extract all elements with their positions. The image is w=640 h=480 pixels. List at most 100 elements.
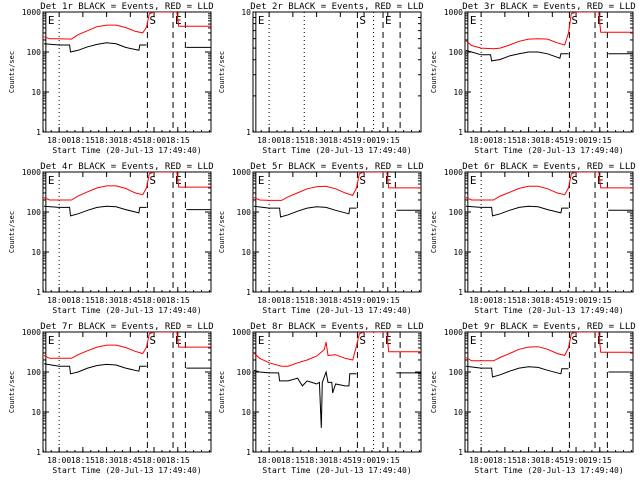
y-tick-label: 1000 — [444, 328, 463, 337]
x-tick-label: 18:00 — [142, 136, 166, 145]
y-tick-label: 100 — [449, 48, 464, 57]
marker-label: E — [597, 14, 604, 27]
x-axis-label: Start Time (20-Jul-13 17:49:40) — [262, 146, 411, 155]
y-tick-label: 100 — [27, 48, 42, 57]
x-tick-label: 18:15 — [71, 456, 95, 465]
x-axis-label: Start Time (20-Jul-13 17:49:40) — [52, 146, 201, 155]
y-tick-label: 100 — [449, 368, 464, 377]
panel-det2r: Det 2r BLACK = Events, RED = LLD 1 10 Count… — [218, 2, 424, 155]
x-tick-label: 18:15 — [166, 296, 190, 305]
x-tick-label: 18:30 — [305, 296, 329, 305]
x-tick-label: 18:30 — [95, 456, 119, 465]
marker-label: E — [470, 334, 477, 347]
x-tick-label: 18:00 — [257, 136, 281, 145]
x-tick-label: 18:45 — [540, 136, 564, 145]
y-axis-label: Counts/sec — [430, 371, 438, 413]
series-line-events — [465, 365, 569, 378]
y-tick-label: 100 — [27, 208, 42, 217]
x-tick-label: 18:15 — [281, 296, 305, 305]
marker-label: E — [48, 334, 55, 347]
marker-label: E — [48, 174, 55, 187]
y-tick-label: 1000 — [232, 168, 251, 177]
x-tick-label: 18:45 — [118, 456, 142, 465]
y-tick-label: 100 — [237, 368, 252, 377]
x-tick-label: 18:30 — [517, 136, 541, 145]
y-tick-label: 100 — [27, 368, 42, 377]
series-line-lld — [43, 332, 211, 359]
series-line-lld — [253, 172, 421, 201]
panel-det7r: Det 7r BLACK = Events, RED = LLD 1 10 100 10… — [8, 322, 214, 475]
x-tick-label: 18:15 — [71, 296, 95, 305]
x-tick-label: 18:30 — [305, 456, 329, 465]
y-tick-label: 1 — [246, 448, 251, 457]
y-tick-label: 10 — [31, 248, 41, 257]
panel-det1r: Det 1r BLACK = Events, RED = LLD 1 10 100 10… — [8, 2, 214, 155]
y-tick-label: 1 — [36, 128, 41, 137]
x-tick-label: 18:45 — [118, 296, 142, 305]
x-tick-label: 18:00 — [257, 456, 281, 465]
y-tick-label: 10 — [453, 408, 463, 417]
plot-frame — [252, 171, 422, 293]
x-tick-label: 19:15 — [588, 136, 612, 145]
y-tick-label: 1000 — [444, 168, 463, 177]
panel-det4r: Det 4r BLACK = Events, RED = LLD 1 10 100 10… — [8, 162, 214, 315]
x-tick-label: 18:30 — [95, 296, 119, 305]
plot-frame — [42, 171, 212, 293]
series-line-lld — [43, 172, 211, 201]
marker-label: S — [359, 174, 366, 187]
y-axis-label: Counts/sec — [430, 211, 438, 253]
x-tick-label: 18:00 — [469, 136, 493, 145]
x-axis-label: Start Time (20-Jul-13 17:49:40) — [52, 466, 201, 475]
panel-title: Det 8r BLACK = Events, RED = LLD — [250, 322, 423, 332]
x-tick-label: 18:15 — [281, 136, 305, 145]
marker-label: S — [359, 14, 366, 27]
x-tick-label: 19:00 — [564, 456, 588, 465]
y-axis-label: Counts/sec — [218, 371, 226, 413]
panel-det8r: Det 8r BLACK = Events, RED = LLD 1 10 100 10… — [218, 322, 424, 475]
panel-title: Det 7r BLACK = Events, RED = LLD — [40, 322, 213, 332]
y-tick-label: 1 — [246, 128, 251, 137]
panel-det6r: Det 6r BLACK = Events, RED = LLD 1 10 100 10… — [430, 162, 636, 315]
marker-label: E — [470, 174, 477, 187]
marker-label: E — [258, 334, 265, 347]
x-tick-label: 18:45 — [328, 296, 352, 305]
marker-label: E — [385, 174, 392, 187]
x-tick-label: 18:45 — [328, 136, 352, 145]
y-tick-label: 10 — [453, 88, 463, 97]
marker-label: E — [385, 334, 392, 347]
panel-title: Det 5r BLACK = Events, RED = LLD — [250, 162, 423, 172]
marker-label: S — [149, 14, 156, 27]
plot-frame — [42, 331, 212, 453]
y-axis-label: Counts/sec — [8, 371, 16, 413]
marker-label: E — [258, 174, 265, 187]
marker-label: S — [359, 334, 366, 347]
panel-title: Det 4r BLACK = Events, RED = LLD — [40, 162, 213, 172]
plot-frame — [464, 11, 634, 133]
panel-title: Det 6r BLACK = Events, RED = LLD — [462, 162, 635, 172]
marker-label: E — [258, 14, 265, 27]
y-axis-label: Counts/sec — [218, 51, 226, 93]
x-axis-label: Start Time (20-Jul-13 17:49:40) — [262, 466, 411, 475]
marker-label: E — [385, 14, 392, 27]
x-tick-label: 18:00 — [142, 456, 166, 465]
x-tick-label: 18:00 — [142, 296, 166, 305]
x-tick-label: 19:00 — [564, 136, 588, 145]
series-line-events — [253, 205, 357, 218]
x-tick-label: 19:00 — [564, 296, 588, 305]
x-tick-label: 18:45 — [328, 456, 352, 465]
y-axis-label: Counts/sec — [218, 211, 226, 253]
y-tick-label: 1 — [246, 288, 251, 297]
y-axis-label: Counts/sec — [8, 51, 16, 93]
x-axis-label: Start Time (20-Jul-13 17:49:40) — [474, 466, 623, 475]
panel-title: Det 9r BLACK = Events, RED = LLD — [462, 322, 635, 332]
series-line-events — [465, 49, 569, 62]
y-tick-label: 1 — [36, 448, 41, 457]
series-line-lld — [253, 332, 421, 367]
x-tick-label: 18:45 — [540, 296, 564, 305]
x-tick-label: 18:00 — [469, 456, 493, 465]
x-tick-label: 18:15 — [166, 136, 190, 145]
series-line-lld — [465, 12, 633, 50]
y-tick-label: 1 — [36, 288, 41, 297]
x-tick-label: 19:00 — [352, 136, 376, 145]
x-tick-label: 18:00 — [469, 296, 493, 305]
